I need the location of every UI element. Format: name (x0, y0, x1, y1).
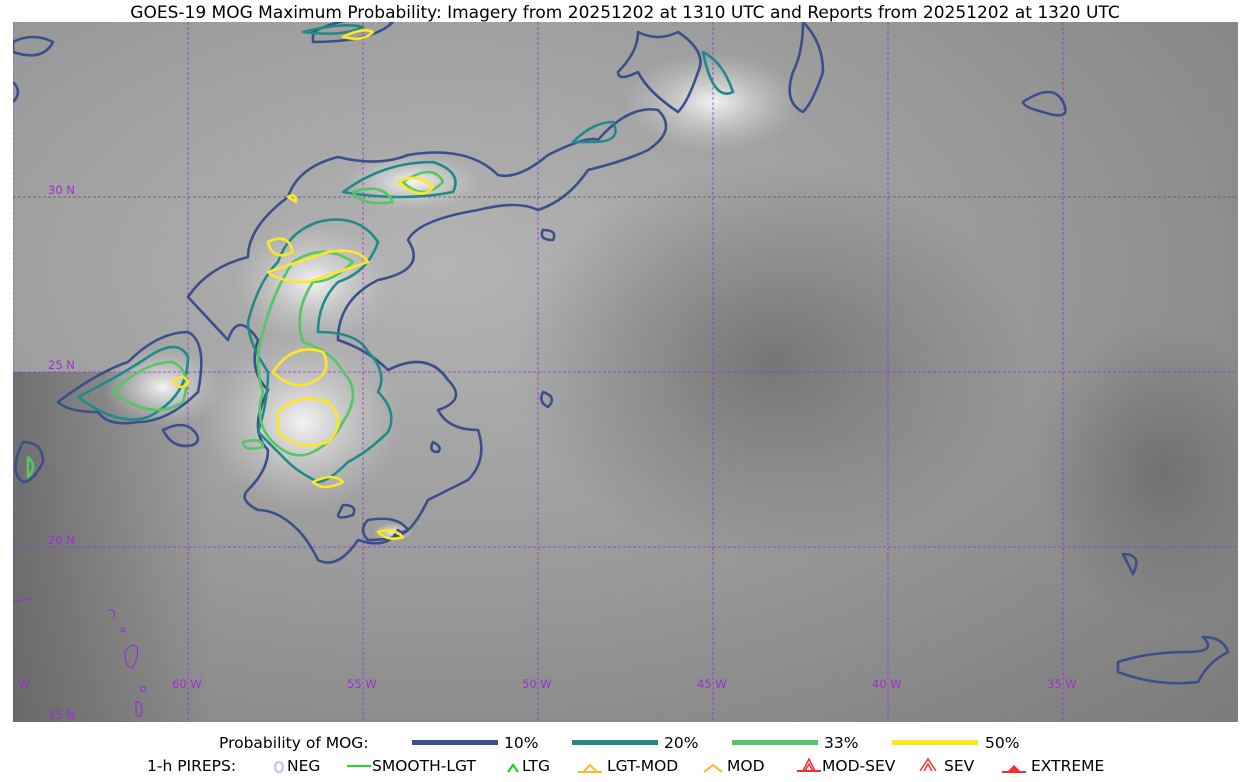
lon-label-55w: 55 W (347, 677, 377, 691)
pirep-label-neg: NEG (287, 757, 321, 775)
probability-legend: Probability of MOG: 10% 20% 33% 50% (0, 734, 1250, 754)
satellite-map: 30 N 25 N 20 N 15 N 65 W 60 W 55 W 50 W … (13, 22, 1238, 722)
pirep-label-smooth-lgt: SMOOTH-LGT (372, 757, 476, 775)
lgt-mod-caret-bar-icon (578, 763, 602, 773)
legend-line-50-icon (892, 740, 978, 745)
graticule (13, 22, 1238, 722)
lat-label-15n: 15 N (48, 708, 75, 722)
map-title: GOES-19 MOG Maximum Probability: Imagery… (130, 3, 1120, 23)
smooth-lgt-line-icon (347, 765, 371, 767)
probability-legend-title: Probability of MOG: (219, 734, 369, 752)
lon-label-45w: 45 W (697, 677, 727, 691)
lon-label-35w: 35 W (1047, 677, 1077, 691)
contour-10-percent (13, 22, 1230, 685)
mod-sev-double-caret-bar-icon (797, 757, 821, 772)
pireps-legend: 1-h PIREPS: NEG SMOOTH-LGT LTG LGT-MOD M… (0, 757, 1250, 777)
pirep-label-sev: SEV (944, 757, 975, 775)
pirep-label-mod-sev: MOD-SEV (822, 757, 896, 775)
legend-line-33-icon (732, 740, 818, 745)
contour-20-percent (76, 24, 735, 484)
lon-label-65w: 65 W (13, 677, 30, 691)
contour-50-percent (171, 29, 435, 540)
lon-label-60w: 60 W (172, 677, 202, 691)
coastlines (13, 597, 147, 718)
ltg-caret-icon (507, 763, 519, 773)
legend-label-20: 20% (664, 734, 699, 752)
lon-label-40w: 40 W (872, 677, 902, 691)
pirep-label-extreme: EXTREME (1031, 757, 1105, 775)
mod-caret-icon (703, 763, 723, 773)
pirep-label-lgt-mod: LGT-MOD (607, 757, 679, 775)
extreme-triangle-bar-icon (1002, 765, 1026, 773)
neg-circle-icon (273, 760, 285, 774)
lon-label-50w: 50 W (522, 677, 552, 691)
lat-label-30n: 30 N (48, 183, 75, 197)
legend-label-50: 50% (985, 734, 1020, 752)
legend-line-10-icon (412, 740, 498, 745)
legend-line-20-icon (572, 740, 658, 745)
legend-label-10: 10% (504, 734, 539, 752)
lat-label-25n: 25 N (48, 358, 75, 372)
pirep-label-mod: MOD (727, 757, 765, 775)
pireps-legend-title: 1-h PIREPS: (147, 757, 237, 775)
mog-probability-contours (13, 22, 1230, 685)
lat-label-20n: 20 N (48, 533, 75, 547)
legend-label-33: 33% (824, 734, 859, 752)
vortex-dark-area (513, 162, 1033, 562)
sev-double-caret-icon (919, 757, 937, 772)
pirep-label-ltg: LTG (522, 757, 550, 775)
